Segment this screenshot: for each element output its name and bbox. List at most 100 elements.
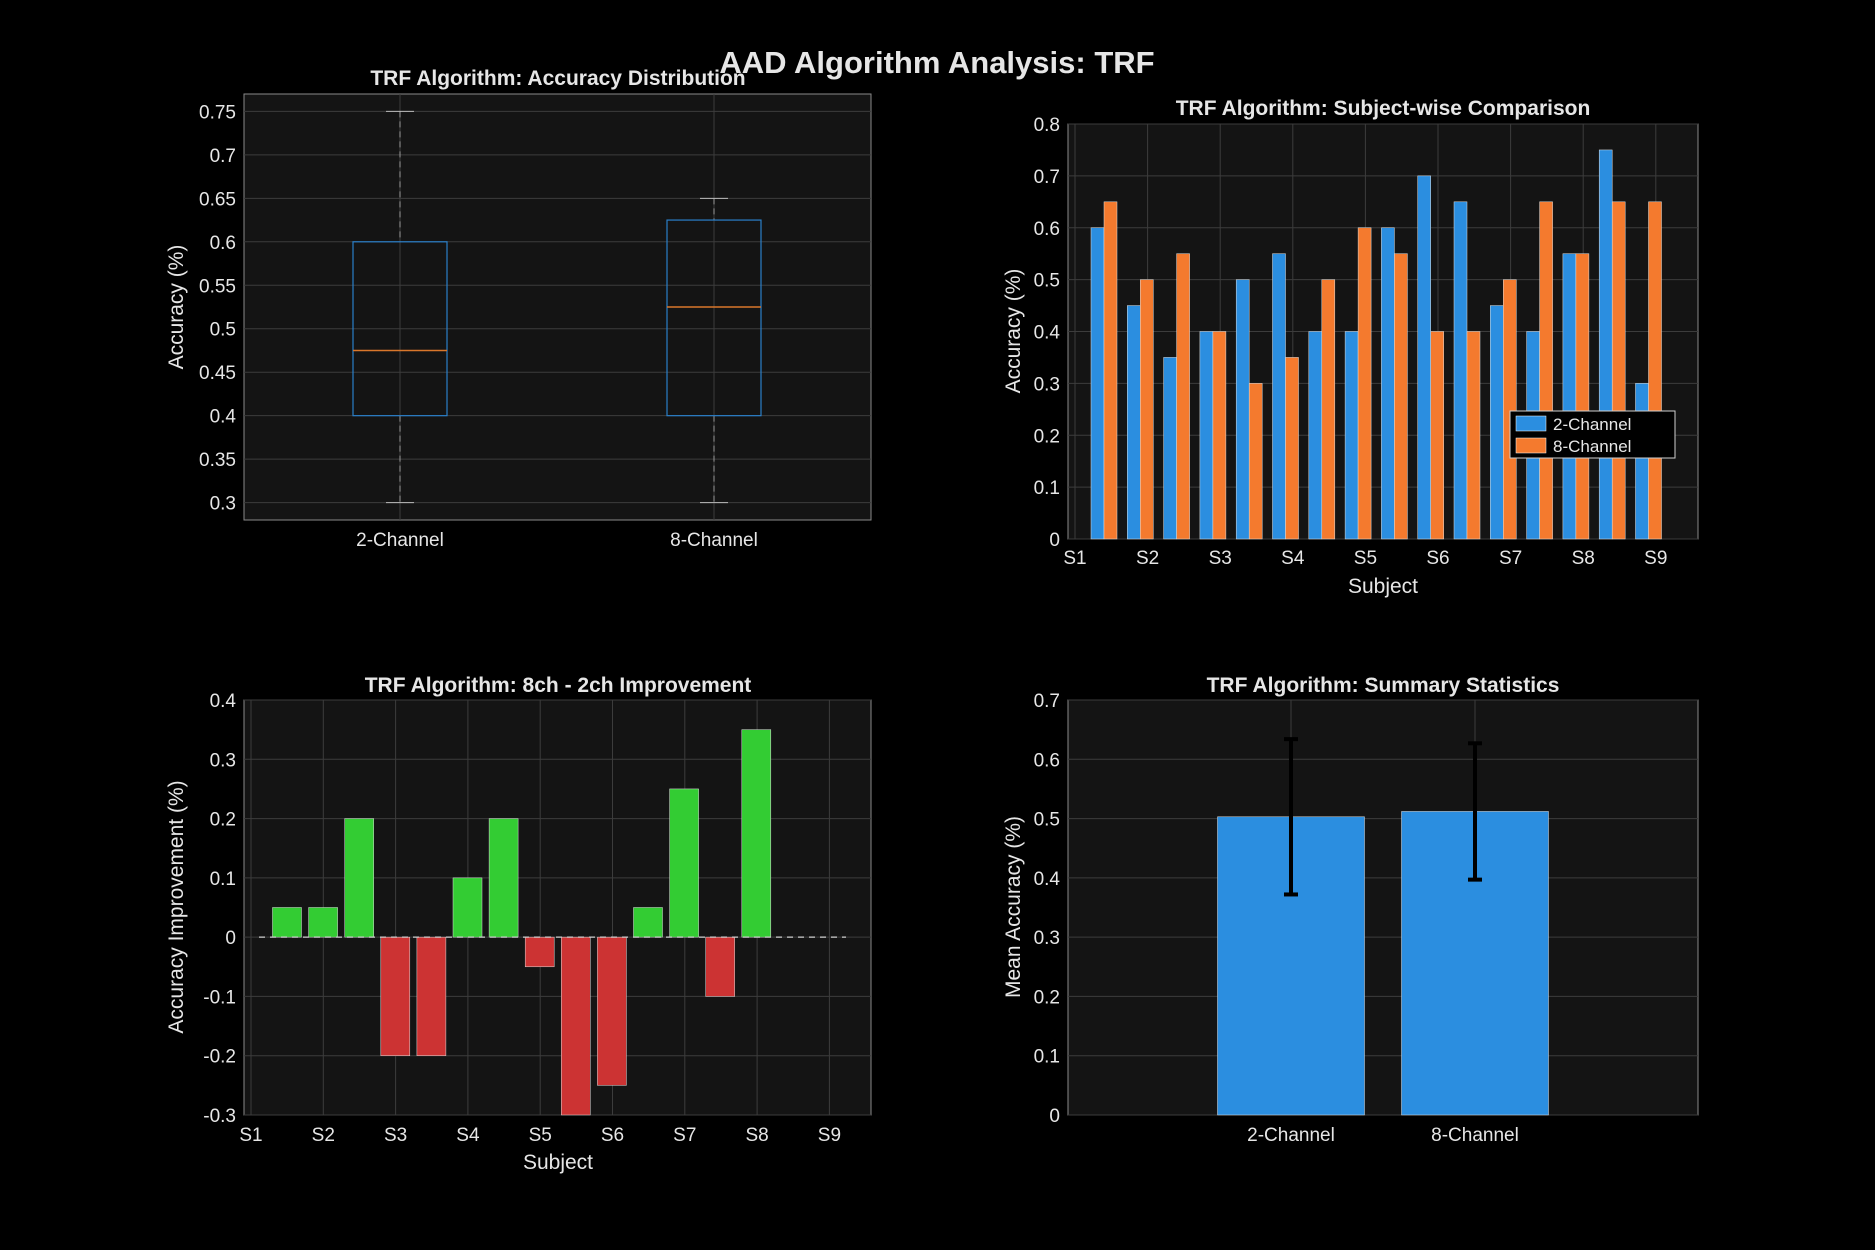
bar: [1417, 175, 1431, 540]
bar: [1321, 279, 1336, 540]
y-tick-label: 0.6: [1034, 219, 1060, 240]
ylabel-subject: Accuracy (%): [1002, 269, 1025, 394]
bar: [705, 936, 735, 997]
x-tick-label: 2-Channel: [356, 530, 444, 551]
y-tick-label: 0.75: [199, 102, 236, 123]
plot-title-summary: TRF Algorithm: Summary Statistics: [1207, 674, 1560, 697]
x-tick-label: 2-Channel: [1247, 1125, 1335, 1146]
x-tick-label: S2: [312, 1125, 335, 1146]
x-tick-label: S4: [1281, 548, 1305, 569]
bar: [1575, 253, 1590, 540]
y-tick-label: 0.6: [210, 233, 236, 254]
bar: [1466, 331, 1481, 540]
bar: [416, 936, 447, 1056]
bar: [1562, 253, 1577, 540]
bar: [1199, 331, 1214, 540]
legend-swatch-2ch: [1515, 415, 1547, 432]
x-tick-label: S9: [1644, 548, 1667, 569]
y-tick-label: 0.45: [199, 363, 236, 384]
y-tick-label: -0.2: [203, 1047, 236, 1068]
bar: [1103, 201, 1118, 540]
y-tick-label: 0.8: [1034, 115, 1060, 136]
x-tick-label: S1: [239, 1125, 262, 1146]
bar: [1272, 253, 1286, 540]
bar: [1598, 149, 1613, 540]
x-tick-label: S5: [529, 1125, 552, 1146]
x-tick-label: S3: [1209, 548, 1232, 569]
bar: [1090, 227, 1105, 540]
y-tick-label: -0.1: [203, 987, 236, 1008]
y-tick-label: 0.3: [1034, 928, 1060, 949]
y-tick-label: 0.1: [1034, 478, 1060, 499]
y-tick-label: 0.4: [1034, 869, 1061, 890]
y-tick-label: 0.55: [199, 276, 236, 297]
y-tick-label: 0.2: [210, 810, 236, 831]
y-tick-label: 0.4: [210, 691, 237, 712]
bar: [1140, 279, 1154, 540]
figure-title: AAD Algorithm Analysis: TRF: [719, 45, 1154, 80]
legend-label-2ch: 2-Channel: [1553, 415, 1631, 434]
xlabel-subject: Subject: [1348, 575, 1418, 598]
bar: [1490, 305, 1504, 540]
axes-box-distribution: [243, 93, 872, 521]
axes-box-improvement: [243, 699, 872, 1116]
bar: [1248, 383, 1263, 540]
x-tick-label: S6: [1426, 548, 1449, 569]
y-tick-label: 0.3: [210, 494, 236, 515]
x-tick-label: S7: [1499, 548, 1522, 569]
x-tick-label: S4: [456, 1125, 480, 1146]
y-tick-label: 0.2: [1034, 426, 1060, 447]
y-tick-label: 0.5: [210, 320, 236, 341]
bar: [452, 877, 483, 938]
bar: [1539, 201, 1553, 540]
x-tick-label: S3: [384, 1125, 407, 1146]
bar: [308, 907, 338, 938]
bar: [488, 818, 519, 938]
plot-title-distribution: TRF Algorithm: Accuracy Distribution: [370, 67, 745, 90]
x-tick-label: S8: [1572, 548, 1595, 569]
legend-swatch-8ch: [1515, 437, 1547, 454]
bar: [669, 788, 699, 938]
plot-title-subject: TRF Algorithm: Subject-wise Comparison: [1176, 97, 1591, 120]
axis-text: 0.3 0.35 0.4 0.45 0.5 0.55 0.6 0.65 0.7 0.75 2-Cha…: [199, 102, 1667, 1146]
bar: [597, 936, 627, 1086]
y-tick-label: -0.3: [203, 1106, 236, 1127]
bar: [741, 729, 772, 938]
x-tick-label: S5: [1354, 548, 1377, 569]
x-tick-label: 8-Channel: [670, 530, 758, 551]
bar: [1235, 279, 1250, 540]
plot-title-improvement: TRF Algorithm: 8ch - 2ch Improvement: [365, 674, 752, 697]
box: [666, 219, 762, 417]
y-tick-label: 0.3: [1034, 374, 1060, 395]
legend: 2-Channel 8-Channel: [1509, 410, 1676, 459]
bar: [524, 936, 555, 968]
xlabel-improvement: Subject: [523, 1151, 593, 1174]
y-tick-label: 0.6: [1034, 750, 1060, 771]
bar: [633, 907, 663, 938]
bar: [1176, 253, 1190, 540]
y-tick-label: 0.1: [210, 869, 236, 890]
ylabel-summary: Mean Accuracy (%): [1002, 816, 1025, 998]
y-tick-label: 0.7: [1034, 691, 1060, 712]
x-tick-label: S2: [1136, 548, 1159, 569]
y-tick-label: 0.7: [1034, 167, 1060, 188]
bar: [1163, 357, 1177, 540]
x-tick-label: S9: [818, 1125, 841, 1146]
bar: [1635, 383, 1649, 540]
y-tick-label: 0.1: [1034, 1047, 1060, 1068]
y-tick-label: 0.2: [1034, 987, 1060, 1008]
ylabel-distribution: Accuracy (%): [165, 245, 188, 370]
bar: [1648, 201, 1662, 540]
ylabel-improvement: Accuracy Improvement (%): [165, 780, 188, 1033]
bar: [1611, 201, 1626, 540]
y-tick-label: 0.7: [210, 146, 236, 167]
bar: [1357, 227, 1372, 540]
y-tick-label: 0.4: [1034, 323, 1061, 344]
bar: [1394, 253, 1408, 540]
y-tick-label: 0.5: [1034, 271, 1060, 292]
y-tick-label: 0.65: [199, 189, 236, 210]
x-tick-label: S6: [601, 1125, 624, 1146]
bar: [1430, 331, 1444, 540]
bar: [1453, 201, 1468, 540]
